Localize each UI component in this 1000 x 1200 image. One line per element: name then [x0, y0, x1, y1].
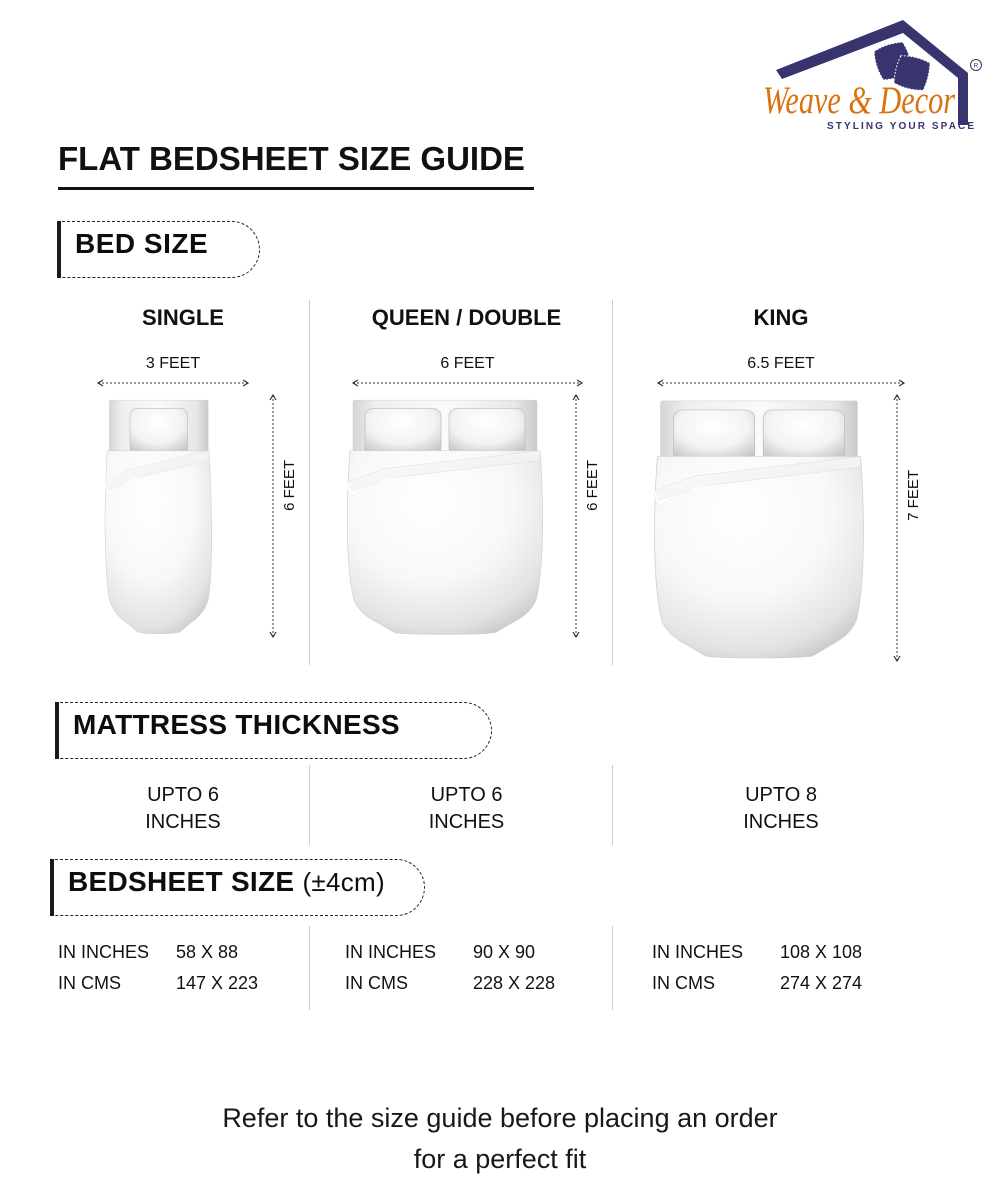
- svg-text:R: R: [974, 63, 979, 70]
- svg-text:Weave & Decor: Weave & Decor: [763, 79, 956, 122]
- svg-text:STYLING YOUR SPACE: STYLING YOUR SPACE: [827, 121, 976, 132]
